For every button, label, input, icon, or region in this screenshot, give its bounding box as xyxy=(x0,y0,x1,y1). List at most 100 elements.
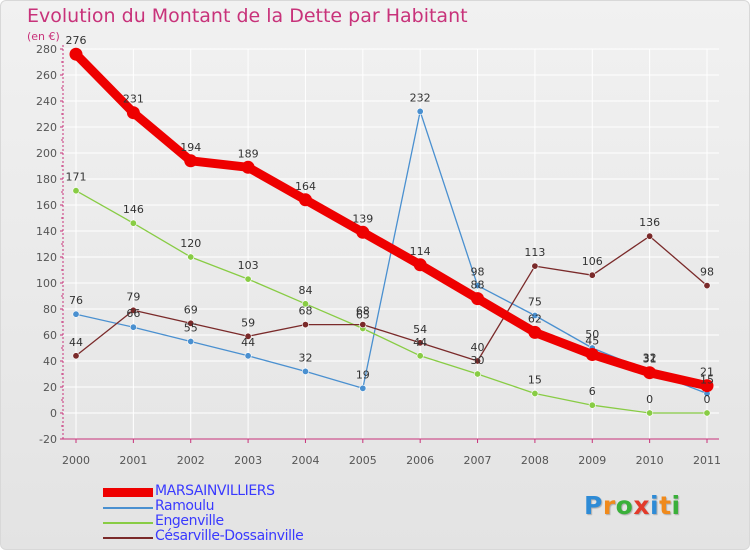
logo-letter: x xyxy=(633,491,650,520)
series-point xyxy=(359,384,367,392)
y-tick-label: 180 xyxy=(36,173,57,186)
data-label: 139 xyxy=(352,212,373,225)
x-tick-label: 2006 xyxy=(406,454,434,467)
series-point xyxy=(298,193,312,207)
data-label: 30 xyxy=(471,354,485,367)
series-point xyxy=(588,401,596,409)
x-tick-label: 2000 xyxy=(62,454,90,467)
data-label: 0 xyxy=(704,393,711,406)
data-label: 50 xyxy=(585,328,599,341)
series-point xyxy=(301,300,309,308)
data-label: 76 xyxy=(69,294,83,307)
legend-label: Engenville xyxy=(155,513,224,529)
series-line-marsainvilliers xyxy=(71,49,712,391)
data-label: 59 xyxy=(241,316,255,329)
data-label: 62 xyxy=(528,312,542,325)
data-label: 189 xyxy=(238,147,259,160)
legend-label: Césarville-Dossainville xyxy=(155,528,304,544)
y-tick-label: 120 xyxy=(36,251,57,264)
data-label: 68 xyxy=(356,305,370,318)
data-label: 120 xyxy=(180,237,201,250)
series-point xyxy=(416,352,424,360)
series-point xyxy=(700,379,714,393)
series-point xyxy=(471,292,485,306)
data-label: 69 xyxy=(184,303,198,316)
data-label: 55 xyxy=(184,322,198,335)
series-point xyxy=(416,339,424,347)
chart-unit-label: (en €) xyxy=(27,30,60,43)
y-tick-label: -20 xyxy=(39,433,57,446)
data-label: 68 xyxy=(298,305,312,318)
series-point xyxy=(72,352,80,360)
series-point xyxy=(531,262,539,270)
data-label: 88 xyxy=(471,279,485,292)
series-point xyxy=(184,154,198,168)
series-point xyxy=(528,325,542,339)
logo-letter: r xyxy=(602,491,616,520)
data-label: 45 xyxy=(585,335,599,348)
series-point xyxy=(241,160,255,174)
data-label: 54 xyxy=(413,323,427,336)
series-point xyxy=(69,47,83,61)
legend-swatch xyxy=(103,522,153,524)
series-point xyxy=(703,282,711,290)
data-label: 98 xyxy=(471,266,485,279)
y-tick-label: 220 xyxy=(36,121,57,134)
logo-letter: i xyxy=(671,491,681,520)
y-tick-label: 260 xyxy=(36,69,57,82)
series-point xyxy=(474,282,482,290)
data-label: 32 xyxy=(643,351,657,364)
series-line-engenville xyxy=(75,190,708,414)
series-point xyxy=(646,409,654,417)
x-tick-label: 2008 xyxy=(521,454,549,467)
series-point xyxy=(588,271,596,279)
x-tick-label: 2011 xyxy=(693,454,721,467)
series-point xyxy=(474,370,482,378)
data-label: 75 xyxy=(528,296,542,309)
legend-swatch xyxy=(103,488,153,497)
logo-letter: P xyxy=(584,491,603,520)
series-point xyxy=(359,321,367,329)
data-label: 44 xyxy=(413,336,427,349)
y-tick-label: 20 xyxy=(43,381,57,394)
series-point xyxy=(244,275,252,283)
data-label: 114 xyxy=(410,245,431,258)
data-labels: 76 66 55 44 32 19 232 98 75 50 32 15 171 146 120 103 84 6… xyxy=(66,34,715,406)
series-point xyxy=(585,348,599,361)
series-point xyxy=(129,219,137,227)
series-point xyxy=(301,321,309,329)
series-point xyxy=(413,258,427,272)
data-label: 32 xyxy=(298,351,312,364)
logo-letter: o xyxy=(615,491,634,520)
legend-swatch xyxy=(103,537,153,539)
x-tick-label: 2004 xyxy=(291,454,319,467)
proxiti-logo: Proxiti xyxy=(584,491,681,520)
data-label: 19 xyxy=(356,368,370,381)
data-label: 44 xyxy=(69,336,83,349)
data-label: 21 xyxy=(700,366,714,379)
y-tick-label: 60 xyxy=(43,329,57,342)
data-label: 276 xyxy=(66,34,87,47)
grid xyxy=(63,48,719,440)
x-tick-label: 2009 xyxy=(578,454,606,467)
series-point xyxy=(356,225,370,239)
series xyxy=(69,47,714,417)
data-label: 164 xyxy=(295,180,316,193)
x-tick-label: 2001 xyxy=(119,454,147,467)
series-point xyxy=(646,232,654,240)
y-tick-label: 280 xyxy=(36,43,57,56)
series-point xyxy=(129,323,137,331)
series-point xyxy=(531,311,539,319)
data-label: 44 xyxy=(241,336,255,349)
data-label: 15 xyxy=(700,374,714,387)
series-point xyxy=(643,366,657,380)
series-point xyxy=(187,319,195,327)
axes: -200204060801001201401601802002202402602… xyxy=(36,43,721,467)
series-point xyxy=(129,306,137,314)
series-point xyxy=(244,352,252,360)
data-label: 66 xyxy=(126,307,140,320)
x-tick-label: 2002 xyxy=(177,454,205,467)
data-label: 103 xyxy=(238,259,259,272)
